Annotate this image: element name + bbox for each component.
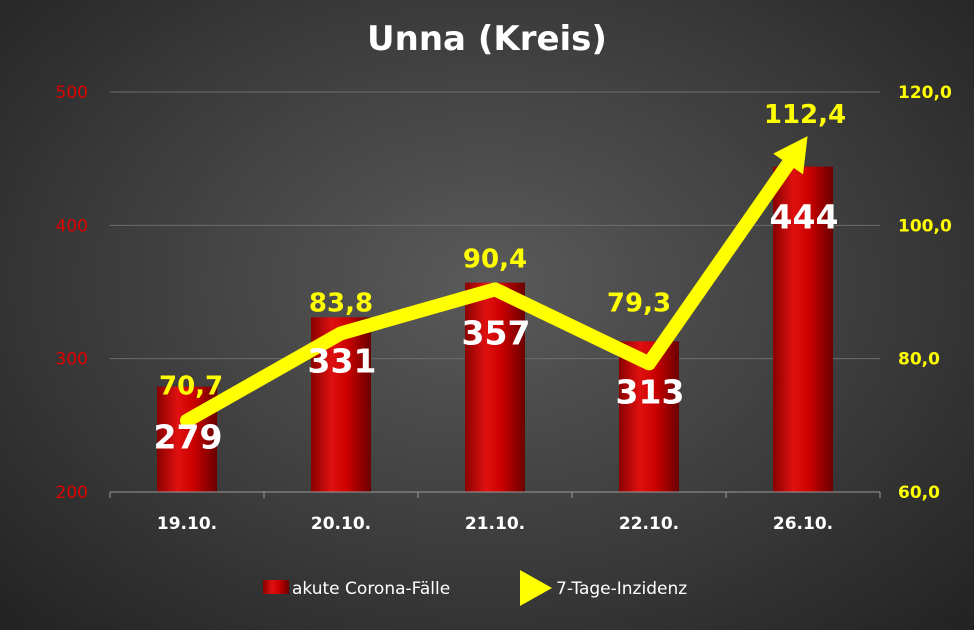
x-tick-label: 21.10. xyxy=(465,514,525,534)
y-right-tick-label: 100,0 xyxy=(898,216,952,236)
data-labels: 279 331 357 313 444 70,7 83,8 90,4 79,3 112,4 xyxy=(154,100,847,457)
y-left-tick-label: 400 xyxy=(56,216,88,236)
y-right-tick-label: 80,0 xyxy=(898,350,940,370)
legend-label-bar: akute Corona-Fälle xyxy=(292,579,450,599)
line-value-label: 112,4 xyxy=(764,100,846,130)
y-right-tick-label: 60,0 xyxy=(898,483,940,503)
line-arrowhead xyxy=(773,136,808,175)
y-left-tick-label: 200 xyxy=(56,483,88,503)
bar-value-label: 444 xyxy=(770,198,839,237)
x-tick-label: 22.10. xyxy=(619,514,679,534)
axes: 200 300 400 500 60,0 80,0 100,0 120,0 19.10. 20.1… xyxy=(56,83,952,534)
y-right-tick-label: 120,0 xyxy=(898,83,952,103)
bar-value-label: 357 xyxy=(462,314,531,353)
line-value-label: 79,3 xyxy=(607,288,671,318)
line-series xyxy=(180,136,808,428)
y-left-tick-label: 300 xyxy=(56,350,88,370)
chart-title: Unna (Kreis) xyxy=(367,19,607,59)
x-tick-label: 20.10. xyxy=(311,514,371,534)
legend-swatch-bar xyxy=(263,580,289,594)
x-tick-label: 19.10. xyxy=(157,514,217,534)
y-left-tick-label: 500 xyxy=(56,83,88,103)
x-tick-label: 26.10. xyxy=(773,514,833,534)
bar-value-label: 279 xyxy=(154,418,223,457)
legend-swatch-line xyxy=(520,570,552,606)
line-value-label: 70,7 xyxy=(159,372,223,402)
inzidenz-line xyxy=(180,156,796,428)
legend: akute Corona-Fälle 7-Tage-Inzidenz xyxy=(263,570,687,606)
line-value-label: 83,8 xyxy=(309,288,373,318)
legend-label-line: 7-Tage-Inzidenz xyxy=(556,579,687,599)
bar xyxy=(465,282,525,492)
bar-value-label: 331 xyxy=(308,341,377,380)
bar xyxy=(773,166,833,492)
bar-value-label: 313 xyxy=(616,372,685,411)
line-value-label: 90,4 xyxy=(463,244,527,274)
